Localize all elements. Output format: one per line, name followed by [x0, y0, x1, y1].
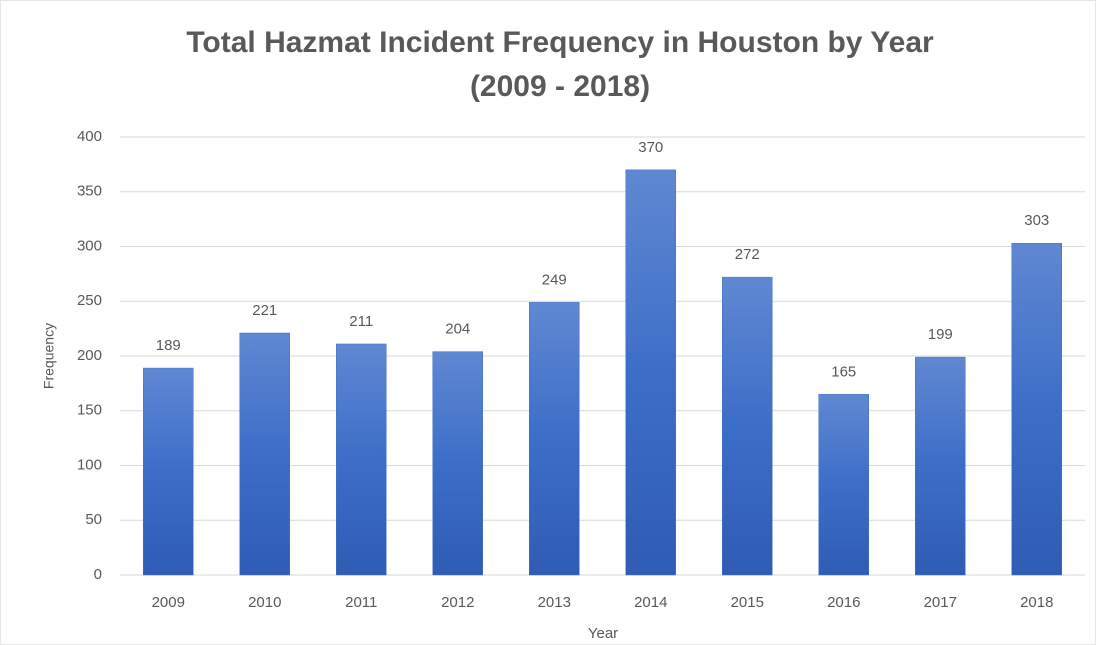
data-label: 199 [928, 326, 953, 343]
bar [1011, 242, 1062, 576]
x-tick-label: 2011 [345, 594, 377, 611]
data-label: 204 [445, 321, 470, 338]
data-label: 221 [252, 302, 277, 319]
x-tick-label: 2015 [731, 594, 764, 611]
bar [625, 169, 676, 576]
data-label: 165 [831, 363, 856, 380]
y-tick-label: 50 [85, 511, 102, 528]
y-tick-label: 300 [77, 237, 102, 254]
y-tick-label: 400 [77, 128, 102, 145]
data-label: 370 [638, 139, 663, 156]
x-tick-label: 2012 [441, 594, 474, 611]
bar [915, 356, 966, 576]
bar [336, 343, 387, 576]
chart-title: (2009 - 2018) [470, 70, 650, 103]
x-tick-label: 2014 [634, 594, 667, 611]
y-axis-label: Frequency [41, 323, 57, 389]
y-tick-label: 150 [77, 402, 102, 419]
bar [529, 302, 580, 576]
bar [818, 394, 869, 576]
x-tick-label: 2018 [1020, 594, 1053, 611]
data-label: 249 [542, 271, 567, 288]
y-tick-label: 100 [77, 456, 102, 473]
data-label: 211 [349, 313, 373, 330]
bar [143, 367, 194, 576]
bar [432, 351, 483, 576]
chart-title: Total Hazmat Incident Frequency in Houst… [186, 26, 934, 59]
data-label: 189 [156, 337, 181, 354]
data-label: 303 [1024, 212, 1049, 229]
y-tick-label: 250 [77, 292, 102, 309]
x-tick-label: 2017 [924, 594, 957, 611]
x-tick-label: 2013 [538, 594, 571, 611]
x-tick-label: 2016 [827, 594, 860, 611]
y-tick-label: 0 [94, 566, 102, 583]
x-axis-label: Year [588, 625, 618, 642]
y-tick-label: 200 [77, 347, 102, 364]
y-tick-label: 350 [77, 183, 102, 200]
bar [722, 276, 773, 576]
data-label: 272 [735, 246, 760, 263]
x-tick-label: 2010 [248, 594, 281, 611]
x-tick-label: 2009 [152, 594, 185, 611]
bar [239, 332, 290, 576]
